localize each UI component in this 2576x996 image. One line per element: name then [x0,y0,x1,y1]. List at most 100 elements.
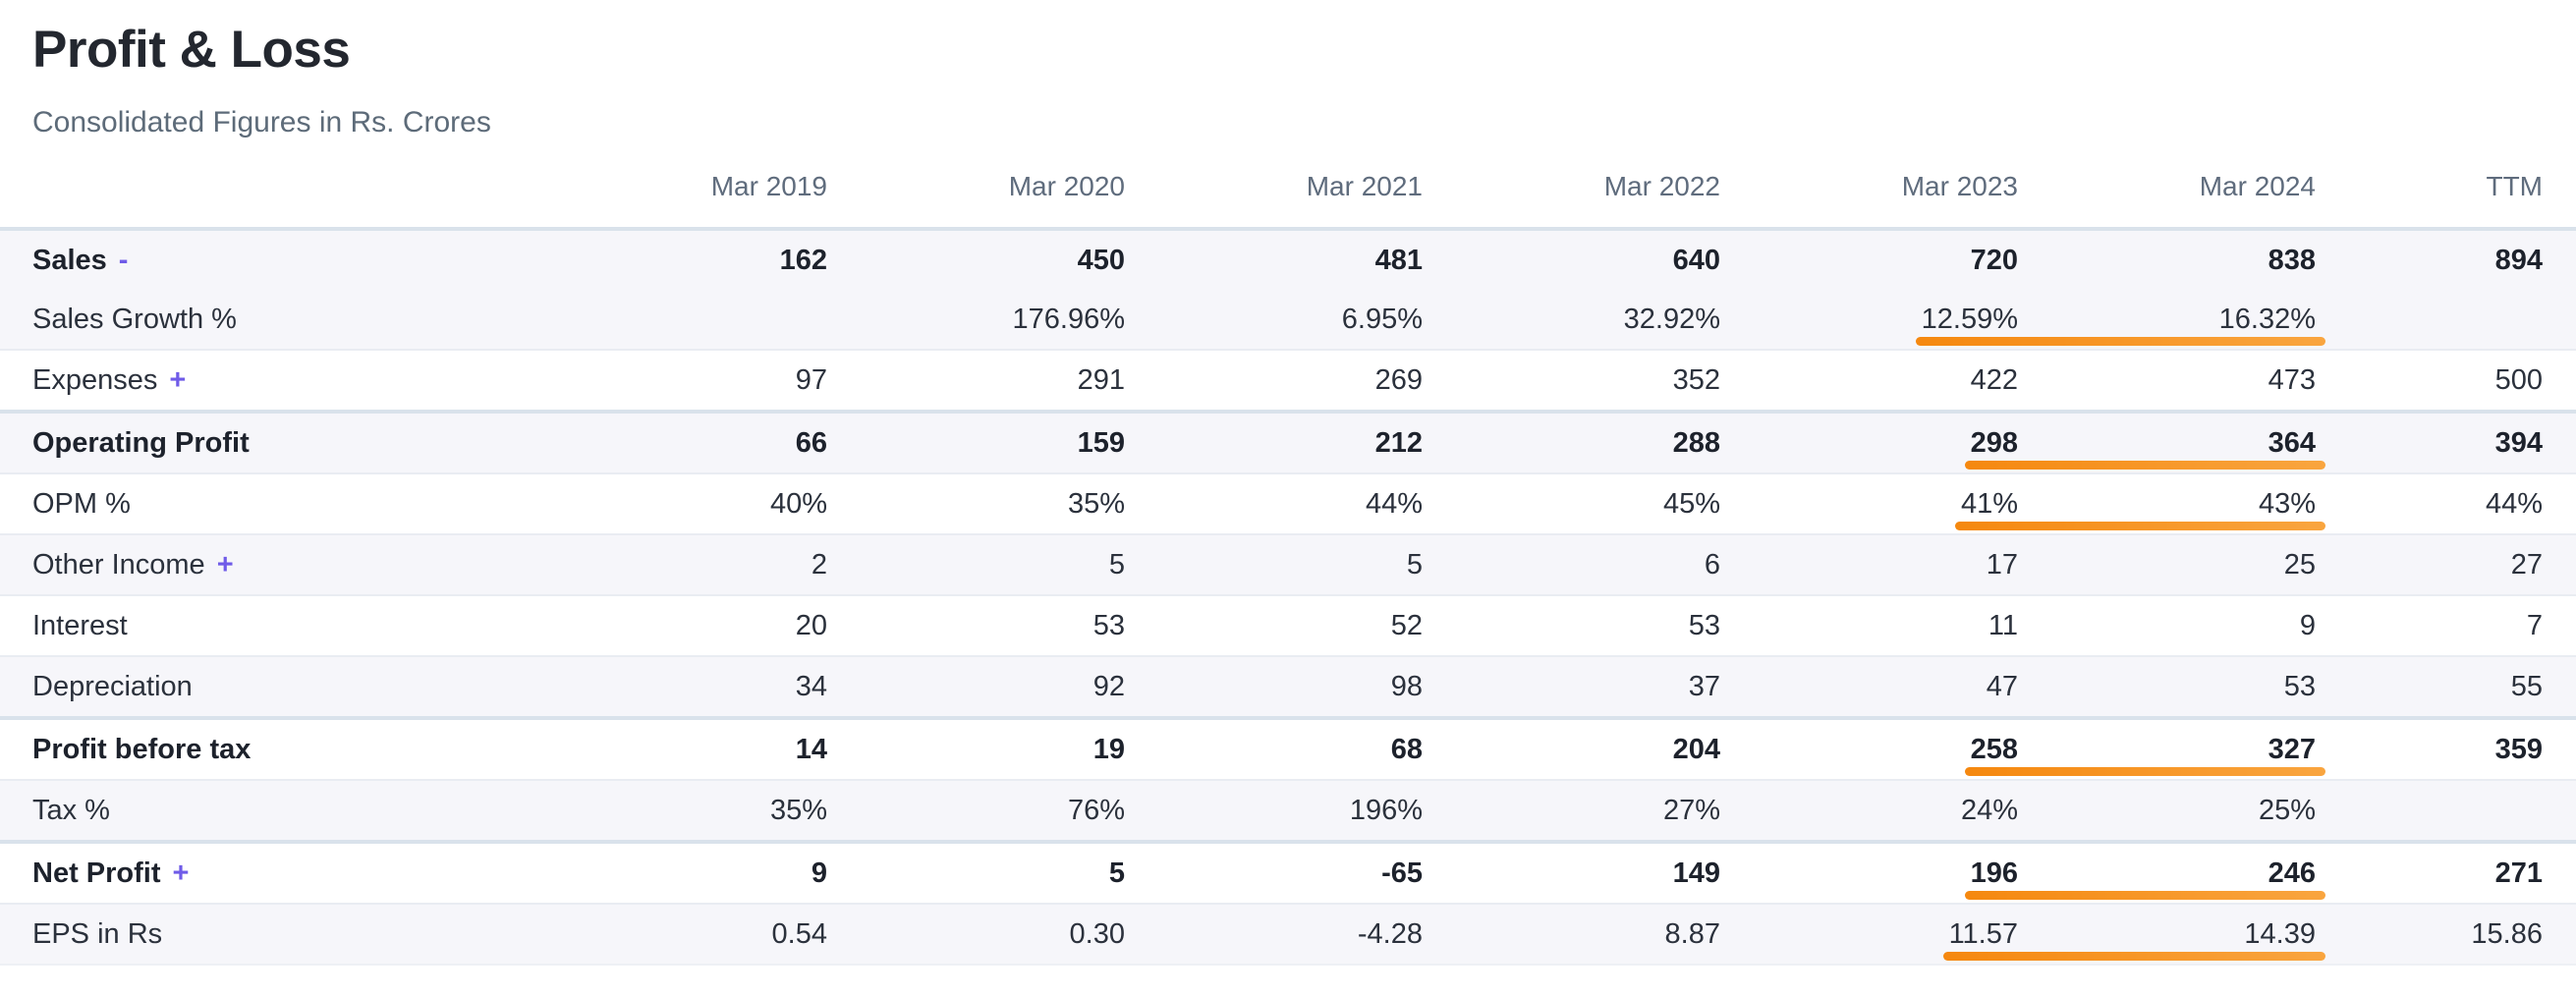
row-label-other-income: Other Income + [0,533,530,595]
row-label-profit-before-tax: Profit before tax [0,716,530,780]
value-cell: 53 [1423,594,1720,656]
cell-value: 352 [1672,363,1720,396]
row-label-tax: Tax % [0,779,530,842]
value-cell: 394 [2316,410,2576,473]
table-row-eps: EPS in Rs 0.54 0.30 -4.28 8.87 11.57 14.39 15.8… [0,903,2576,966]
value-cell: -4.28 [1125,903,1423,966]
value-cell: 53 [827,594,1125,656]
collapse-toggle-icon[interactable]: - [118,244,129,276]
value-cell: 500 [2316,349,2576,412]
cell-value: 159 [1077,426,1125,459]
cell-value: 450 [1077,244,1125,276]
value-cell [2316,779,2576,842]
cell-value: 19 [1092,733,1125,765]
row-label-text: Net Profit [32,857,161,889]
value-cell: 473 [2018,349,2316,412]
cell-value: -4.28 [1357,917,1423,950]
value-cell: 47 [1720,655,2018,718]
value-cell: 640 [1423,229,1720,290]
cell-value: 481 [1374,244,1423,276]
cell-value: 53 [1092,609,1125,641]
value-cell: 2 [530,533,827,595]
value-cell: 720 [1720,229,2018,290]
table-row-sales: Sales - 162 450 481 640 720 838 894 [0,229,2576,290]
cell-value: 327 [2268,733,2316,765]
cell-value: 66 [795,426,827,459]
cell-value: 0.30 [1069,917,1125,950]
column-header-blank [0,146,530,231]
row-label-text: Sales Growth % [32,303,237,335]
table-row-profit-before-tax: Profit before tax 14 19 68 204 258 327 359 [0,716,2576,780]
row-label-text: Tax % [32,794,110,826]
value-cell: 9 [530,840,827,904]
cell-value: 11.57 [1948,917,2018,950]
cell-value: 500 [2494,363,2543,396]
value-cell [2316,290,2576,350]
expand-toggle-icon[interactable]: + [172,857,190,889]
value-cell: 5 [827,533,1125,595]
cell-value: 27% [1662,794,1720,826]
column-header-mar-2022: Mar 2022 [1423,146,1720,231]
row-label-net-profit: Net Profit + [0,840,530,904]
cell-value: 6 [1704,548,1720,581]
value-cell: 6.95% [1125,290,1423,350]
value-cell: 212 [1125,410,1423,473]
cell-value: 9 [2299,609,2316,641]
cell-value: 149 [1672,857,1720,889]
value-cell: 149 [1423,840,1720,904]
value-cell: 0.54 [530,903,827,966]
table-row-depreciation: Depreciation 34 92 98 37 47 53 55 [0,655,2576,718]
cell-value: 14.39 [2244,917,2316,950]
cell-value: 212 [1374,426,1423,459]
row-label-expenses: Expenses + [0,349,530,412]
value-cell: 37 [1423,655,1720,718]
row-label-operating-profit: Operating Profit [0,410,530,473]
value-cell: 40% [530,472,827,534]
value-cell: 176.96% [827,290,1125,350]
expand-toggle-icon[interactable]: + [169,363,187,396]
value-cell: 269 [1125,349,1423,412]
cell-value: 68 [1390,733,1423,765]
row-label-text: EPS in Rs [32,917,163,950]
expand-toggle-icon[interactable]: + [216,548,234,581]
section-header: Profit & Loss Consolidated Figures in Rs… [0,0,2576,140]
value-cell: 66 [530,410,827,473]
value-cell: 204 [1423,716,1720,780]
cell-value: 196 [1970,857,2018,889]
cell-value: 894 [2494,244,2543,276]
value-cell: 7 [2316,594,2576,656]
page-title: Profit & Loss [32,21,351,79]
cell-value: 20 [795,609,827,641]
table-row-sales-growth: Sales Growth % 176.96% 6.95% 32.92% 12.59% 16… [0,290,2576,350]
cell-value: 473 [2268,363,2316,396]
value-cell: 352 [1423,349,1720,412]
cell-value: 246 [2268,857,2316,889]
cell-value: 291 [1077,363,1125,396]
orange-highlight-underline [1915,337,2325,346]
column-header-mar-2024: Mar 2024 [2018,146,2316,231]
row-label-text: Profit before tax [32,733,252,765]
cell-value: 640 [1672,244,1720,276]
value-cell: 19 [827,716,1125,780]
value-cell: 27 [2316,533,2576,595]
value-cell: 0.30 [827,903,1125,966]
value-cell: 481 [1125,229,1423,290]
value-cell: 359 [2316,716,2576,780]
value-cell: 20 [530,594,827,656]
row-label-text: Other Income [32,548,205,581]
orange-highlight-underline [1964,461,2325,470]
cell-value: 364 [2268,426,2316,459]
row-label-opm: OPM % [0,472,530,534]
table-header-row: Mar 2019 Mar 2020 Mar 2021 Mar 2022 Mar 2023… [0,146,2576,231]
cell-value: 2 [811,548,827,581]
value-cell: 422 [1720,349,2018,412]
column-header-mar-2023: Mar 2023 [1720,146,2018,231]
orange-highlight-underline [1942,952,2325,961]
cell-value: 162 [779,244,827,276]
cell-value: 288 [1672,426,1720,459]
value-cell: 5 [827,840,1125,904]
value-cell: 25% [2018,779,2316,842]
row-label-text: Sales [32,244,107,276]
cell-value: 55 [2510,670,2543,702]
